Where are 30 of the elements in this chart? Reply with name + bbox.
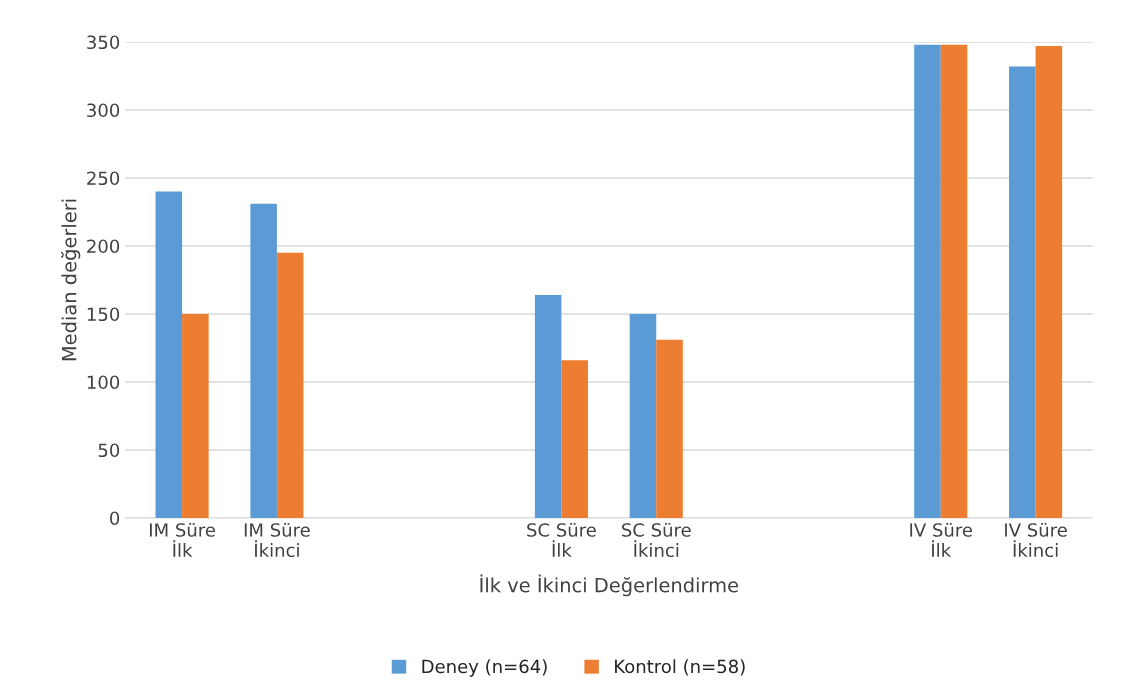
bar bbox=[1035, 46, 1063, 518]
bar bbox=[182, 314, 209, 518]
x-tick-label: IV Süre İkinci bbox=[1005, 522, 1067, 558]
bar bbox=[629, 314, 657, 518]
bar bbox=[155, 191, 183, 518]
y-tick-label: 50 bbox=[98, 443, 120, 458]
bar bbox=[276, 252, 304, 518]
bar bbox=[940, 44, 968, 518]
y-tick-label: 350 bbox=[87, 35, 120, 50]
x-tick-label: SC Süre İlk bbox=[527, 522, 596, 557]
y-tick-label: 300 bbox=[87, 103, 120, 118]
y-axis-title: Median değerleri bbox=[60, 199, 81, 361]
legend-label: Deney (n=64) bbox=[422, 659, 547, 677]
bar bbox=[914, 44, 941, 518]
x-tick-label: IM Süre İkinci bbox=[244, 522, 310, 558]
y-tick-label: 100 bbox=[87, 375, 120, 390]
bar bbox=[656, 339, 683, 518]
bar bbox=[250, 203, 277, 518]
y-tick-label: 200 bbox=[87, 239, 120, 254]
bar bbox=[1009, 66, 1036, 518]
y-tick-label: 250 bbox=[87, 171, 120, 186]
bar bbox=[534, 294, 562, 518]
y-tick-label: 150 bbox=[87, 307, 120, 322]
x-tick-label: IV Süre İlk bbox=[910, 522, 973, 557]
x-tick-label: IM Süre İlk bbox=[150, 522, 215, 557]
x-axis-title: İlk ve İkinci Değerlendirme bbox=[480, 574, 739, 597]
bar bbox=[561, 360, 588, 518]
x-tick-label: SC Süre İkinci bbox=[622, 522, 691, 558]
y-tick-label: 0 bbox=[110, 511, 120, 526]
legend-label: Kontrol (n=58) bbox=[615, 659, 745, 676]
